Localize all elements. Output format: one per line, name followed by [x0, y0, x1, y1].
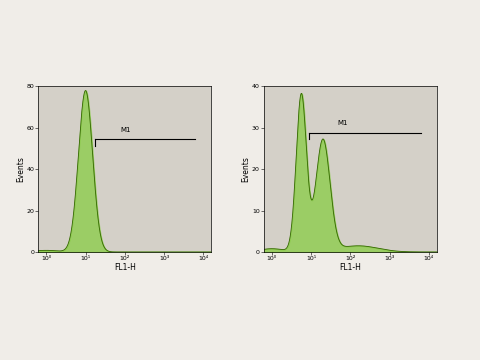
Y-axis label: Events: Events — [16, 156, 25, 182]
Text: M1: M1 — [120, 127, 131, 133]
X-axis label: FL1-H: FL1-H — [114, 262, 136, 271]
Text: M1: M1 — [337, 120, 348, 126]
Y-axis label: Events: Events — [241, 156, 251, 182]
X-axis label: FL1-H: FL1-H — [339, 262, 361, 271]
